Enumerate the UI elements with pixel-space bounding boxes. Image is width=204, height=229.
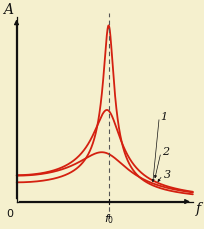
Text: A: A xyxy=(3,3,13,16)
Text: 0: 0 xyxy=(6,209,13,218)
Text: $f_0$: $f_0$ xyxy=(103,212,113,226)
Text: 2: 2 xyxy=(161,147,168,157)
Text: f: f xyxy=(195,202,200,215)
Text: 1: 1 xyxy=(159,112,166,122)
Text: 3: 3 xyxy=(163,170,170,180)
